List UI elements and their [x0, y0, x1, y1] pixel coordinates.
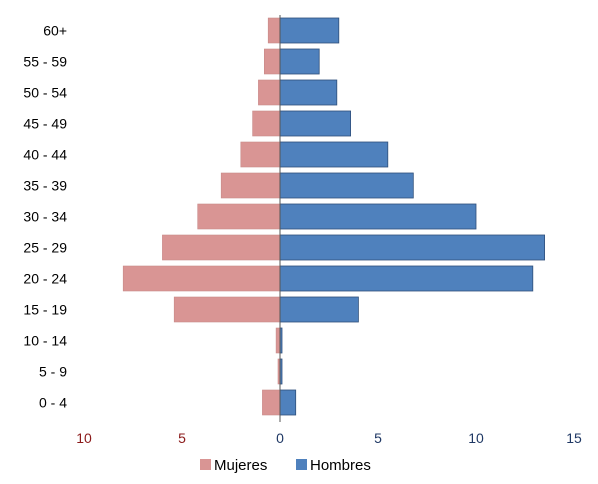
- category-label-11: 55 - 59: [23, 54, 67, 70]
- bar-mujeres-0: [262, 389, 281, 416]
- category-label-7: 35 - 39: [23, 178, 67, 194]
- x-tick-label-5: 15: [566, 430, 582, 446]
- category-label-2: 10 - 14: [23, 333, 67, 349]
- x-tick-label-1: 5: [178, 430, 186, 446]
- legend-swatch-mujeres: [200, 459, 211, 470]
- bars-layer: [122, 17, 546, 416]
- bar-mujeres-9: [252, 110, 281, 137]
- bar-hombres-6: [279, 203, 477, 230]
- bar-mujeres-4: [122, 265, 281, 292]
- category-label-5: 25 - 29: [23, 240, 67, 256]
- bar-mujeres-3: [173, 296, 281, 323]
- category-label-3: 15 - 19: [23, 302, 67, 318]
- x-tick-label-4: 10: [468, 430, 484, 446]
- category-label-12: 60+: [43, 23, 67, 39]
- bar-mujeres-7: [220, 172, 281, 199]
- bar-mujeres-2: [275, 327, 281, 354]
- legend-label-mujeres: Mujeres: [214, 457, 267, 474]
- category-label-0: 0 - 4: [39, 395, 67, 411]
- category-label-6: 30 - 34: [23, 209, 67, 225]
- legend-label-hombres: Hombres: [310, 457, 371, 474]
- bar-mujeres-5: [162, 234, 281, 261]
- bar-mujeres-12: [267, 17, 281, 44]
- bar-hombres-12: [279, 17, 340, 44]
- bar-hombres-7: [279, 172, 414, 199]
- bar-mujeres-10: [258, 79, 281, 106]
- bar-mujeres-8: [240, 141, 281, 168]
- legend: Mujeres Hombres: [200, 457, 371, 474]
- bar-hombres-4: [279, 265, 534, 292]
- bar-hombres-5: [279, 234, 546, 261]
- bar-hombres-8: [279, 141, 389, 168]
- bar-hombres-0: [279, 389, 297, 416]
- category-label-9: 45 - 49: [23, 116, 67, 132]
- x-tick-label-2: 0: [276, 430, 284, 446]
- bar-mujeres-6: [197, 203, 281, 230]
- bar-hombres-10: [279, 79, 338, 106]
- bar-hombres-3: [279, 296, 359, 323]
- x-tick-label-0: 10: [76, 430, 92, 446]
- category-label-4: 20 - 24: [23, 271, 67, 287]
- category-label-1: 5 - 9: [39, 364, 67, 380]
- category-labels: 0 - 4 5 - 9 10 - 14 15 - 19 20 - 24 25 - 29 30…: [23, 23, 67, 411]
- category-label-8: 40 - 44: [23, 147, 67, 163]
- bar-mujeres-11: [263, 48, 281, 75]
- x-tick-label-3: 5: [374, 430, 382, 446]
- bar-hombres-9: [279, 110, 351, 137]
- bar-hombres-11: [279, 48, 320, 75]
- legend-swatch-hombres: [296, 459, 307, 470]
- category-label-10: 50 - 54: [23, 85, 67, 101]
- x-tick-labels: 10 5 0 5 10 15: [76, 430, 582, 446]
